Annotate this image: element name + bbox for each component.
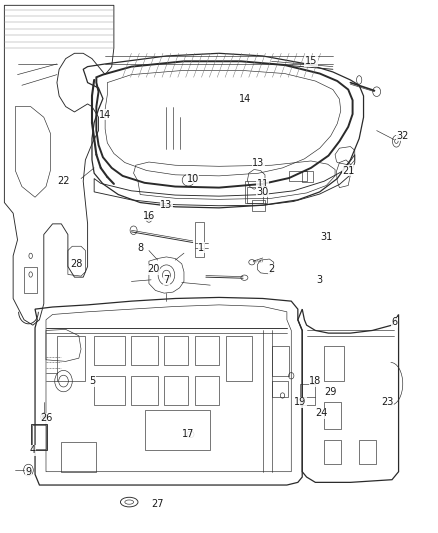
Text: 16: 16 — [143, 211, 155, 221]
Text: 10: 10 — [187, 174, 199, 183]
Ellipse shape — [148, 217, 150, 220]
Text: 30: 30 — [257, 187, 269, 197]
Bar — [302, 171, 313, 182]
Text: 4: 4 — [30, 446, 36, 455]
Text: 32: 32 — [397, 131, 409, 141]
Bar — [324, 402, 341, 429]
Ellipse shape — [42, 415, 45, 418]
Bar — [61, 442, 96, 472]
Bar — [94, 336, 125, 365]
Bar — [324, 346, 344, 381]
Text: 3: 3 — [317, 275, 323, 285]
Bar — [289, 171, 307, 181]
Text: 22: 22 — [57, 176, 70, 186]
Bar — [195, 336, 219, 365]
Bar — [94, 376, 125, 405]
Bar — [131, 336, 158, 365]
Bar — [31, 424, 47, 450]
Text: 18: 18 — [309, 376, 321, 386]
Text: 13: 13 — [252, 158, 265, 167]
Text: 17: 17 — [182, 430, 194, 439]
Text: 29: 29 — [325, 387, 337, 397]
Text: 14: 14 — [99, 110, 111, 119]
Bar — [195, 222, 204, 257]
Bar — [164, 336, 188, 365]
Text: 31: 31 — [320, 232, 332, 242]
Text: 14: 14 — [239, 94, 251, 103]
Bar — [272, 346, 289, 376]
Text: 15: 15 — [305, 56, 317, 66]
Text: 23: 23 — [381, 398, 394, 407]
Text: 27: 27 — [152, 499, 164, 508]
Bar — [359, 440, 376, 464]
Text: 2: 2 — [268, 264, 275, 274]
Bar — [226, 336, 252, 381]
Text: 8: 8 — [137, 243, 143, 253]
Bar — [57, 336, 85, 381]
Bar — [300, 384, 315, 405]
Bar — [131, 376, 158, 405]
Text: 9: 9 — [25, 467, 32, 477]
Bar — [272, 381, 288, 397]
Text: 13: 13 — [160, 200, 173, 210]
Text: 6: 6 — [391, 318, 397, 327]
Bar — [145, 410, 210, 450]
Text: 24: 24 — [316, 408, 328, 418]
Bar — [32, 425, 46, 449]
Text: 26: 26 — [40, 414, 52, 423]
Bar — [164, 376, 188, 405]
Text: 1: 1 — [198, 243, 205, 253]
Text: 28: 28 — [71, 259, 83, 269]
Bar — [252, 200, 265, 211]
Text: 19: 19 — [294, 398, 306, 407]
Text: 5: 5 — [89, 376, 95, 386]
Text: 21: 21 — [342, 166, 354, 175]
Text: 7: 7 — [163, 275, 170, 285]
Text: 20: 20 — [147, 264, 159, 274]
Bar — [195, 376, 219, 405]
Bar — [324, 440, 341, 464]
Bar — [247, 187, 267, 203]
Text: 11: 11 — [257, 179, 269, 189]
